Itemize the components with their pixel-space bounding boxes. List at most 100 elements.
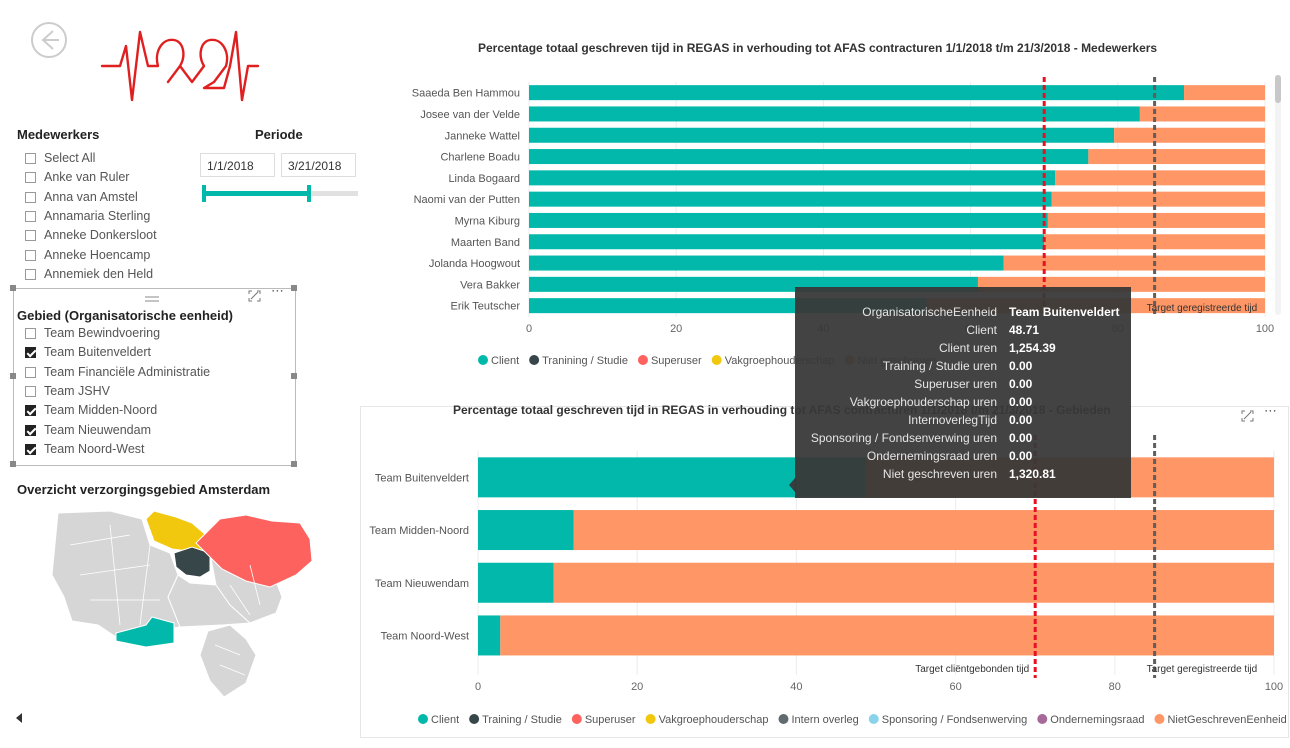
resize-handle[interactable] [291,373,297,379]
slicer-item[interactable]: Annemiek den Held [25,265,153,283]
slicer-item[interactable]: Anneke Hoencamp [25,246,150,264]
slicer-item-label: Team Buitenveldert [44,345,152,360]
reference-line-label: Target geregistreerde tijd [1147,303,1258,314]
previous-page-icon[interactable] [16,713,22,723]
slicer-item[interactable]: Team Midden-Noord [25,401,157,419]
checkbox-icon[interactable] [25,230,36,242]
bar-client [529,170,1056,186]
tooltip-key: Sponsoring / Fondsenverwing uren [810,431,997,445]
chart-medewerkers-scrollbar-thumb[interactable] [1275,75,1281,103]
category-label: Erik Teutscher [451,301,521,313]
tooltip-key: Training / Studie uren [882,359,997,373]
checkbox-checked-icon[interactable] [25,443,36,455]
periode-slicer-title: Periode [255,127,303,142]
slicer-item[interactable]: Select All [25,149,95,167]
x-tick-label: 100 [1265,681,1283,693]
checkbox-icon[interactable] [25,210,36,222]
tooltip-value: 0.00 [1009,413,1033,427]
tooltip: OrganisatorischeEenheid Team Buitenvelder… [795,287,1131,498]
checkbox-icon[interactable] [25,385,36,397]
checkbox-icon[interactable] [25,172,36,184]
slicer-item[interactable]: Team Bewindvoering [25,324,160,342]
checkbox-icon[interactable] [25,249,36,261]
bar-client [529,255,1004,271]
slicer-item[interactable]: Anna van Amstel [25,188,138,206]
resize-handle[interactable] [291,461,297,467]
chart-medewerkers-scrollbar-track[interactable] [1275,75,1281,315]
slicer-item-label: Anneke Donkersloot [44,228,157,243]
bar-client [529,234,1045,250]
legend-marker [571,714,582,724]
slicer-item[interactable]: Team Noord-West [25,440,145,458]
slicer-item-label: Anneke Hoencamp [44,247,151,262]
tooltip-value: 0.00 [1009,377,1033,391]
back-button[interactable] [31,22,67,58]
periode-slider-start-handle[interactable] [202,185,206,202]
legend-marker [1037,714,1048,724]
tooltip-key: OrganisatorischeEenheid [862,305,997,319]
category-label: Team Buitenveldert [375,472,469,484]
slicer-item[interactable]: Team Buitenveldert [25,343,151,361]
x-tick-label: 0 [526,323,532,335]
heartbeat-logo-icon [100,22,260,104]
periode-slider-range [202,191,307,196]
category-label: Jolanda Hoogwout [429,258,520,270]
legend-label: Superuser [585,714,636,726]
resize-handle[interactable] [291,285,297,291]
tooltip-value: 0.00 [1009,395,1033,409]
periode-start-input[interactable]: 1/1/2018 [200,153,275,177]
checkbox-icon[interactable] [25,366,36,378]
drag-handle-icon[interactable] [145,289,159,302]
legend-marker [529,355,540,365]
focus-mode-icon[interactable] [1241,409,1254,422]
medewerkers-slicer-title: Medewerkers [17,127,100,142]
legend-marker [1154,714,1165,724]
slicer-item[interactable]: Anneke Donkersloot [25,226,157,244]
resize-handle[interactable] [10,461,16,467]
tooltip-value: 0.00 [1009,449,1033,463]
map-region-zuidoost [199,624,257,698]
category-label: Maarten Band [451,237,520,249]
slicer-item[interactable]: Team JSHV [25,382,110,400]
checkbox-icon[interactable] [25,328,36,339]
resize-handle[interactable] [10,285,16,291]
checkbox-checked-icon[interactable] [25,424,36,436]
more-options-icon[interactable]: ⋯ [1264,403,1277,418]
slicer-item[interactable]: Team Financiële Administratie [25,363,210,381]
chart-medewerkers-title: Percentage totaal geschreven tijd in REG… [478,41,1158,55]
slicer-item-label: Anna van Amstel [44,189,138,204]
x-tick-label: 100 [1256,323,1274,335]
slicer-item-label: Team Financiële Administratie [44,364,211,379]
amsterdam-map[interactable] [50,505,315,700]
slicer-item[interactable]: Annamaria Sterling [25,207,150,225]
more-options-icon[interactable]: ⋯ [271,283,284,298]
bar-client [529,106,1140,122]
resize-handle[interactable] [10,373,16,379]
category-label: Team Midden-Noord [369,525,469,537]
x-tick-label: 20 [670,323,682,335]
checkbox-icon[interactable] [25,191,36,203]
focus-mode-icon[interactable] [248,289,261,302]
periode-slider-end-handle[interactable] [306,185,311,202]
checkbox-checked-icon[interactable] [25,347,36,359]
tooltip-value: 0.00 [1009,431,1033,445]
map-title: Overzicht verzorgingsgebied Amsterdam [17,482,271,497]
tooltip-key: Ondernemingsraad uren [866,449,997,463]
legend-label: Vakgroephouderschap [659,714,769,726]
x-tick-label: 0 [475,681,481,693]
legend-marker [418,714,428,724]
slicer-item[interactable]: Anke van Ruler [25,168,129,186]
x-tick-label: 20 [631,681,643,693]
bar-client [478,562,554,603]
tooltip-pointer-icon [789,477,796,493]
slicer-item[interactable]: Team Nieuwendam [25,421,151,439]
checkbox-icon[interactable] [25,268,36,280]
checkbox-checked-icon[interactable] [25,405,36,417]
bar-niet-geschreven [1184,85,1265,101]
x-tick-label: 80 [1109,681,1121,693]
tooltip-row: Client uren 1,254.39 [795,339,1131,357]
map-region-nieuwendam [173,546,211,578]
periode-end-input[interactable]: 3/21/2018 [281,153,356,177]
checkbox-icon[interactable] [25,153,36,164]
